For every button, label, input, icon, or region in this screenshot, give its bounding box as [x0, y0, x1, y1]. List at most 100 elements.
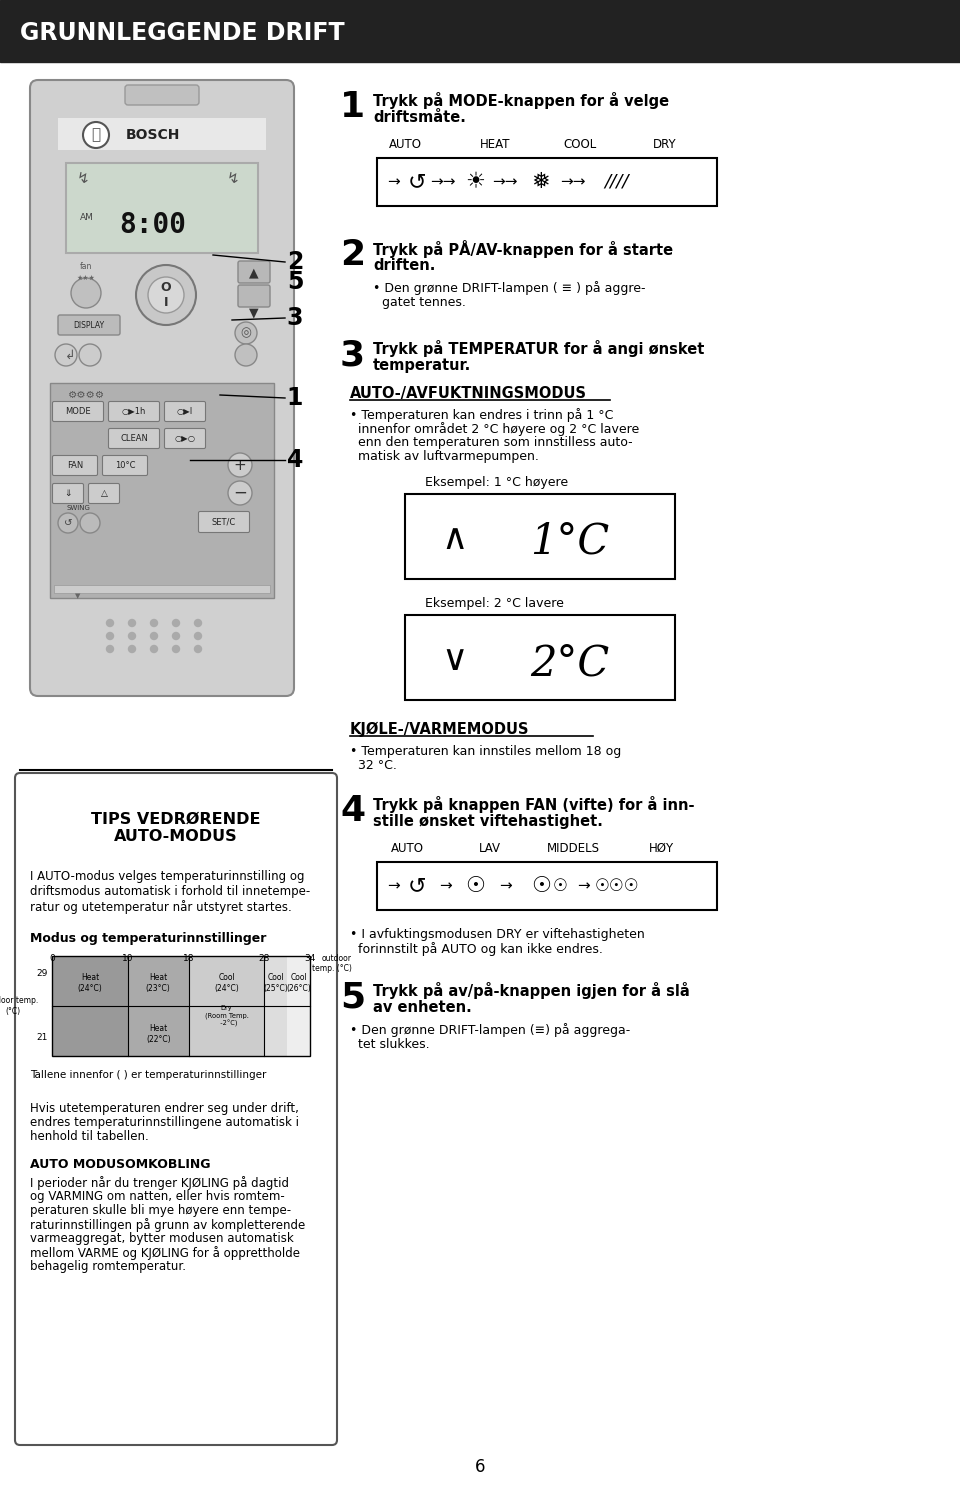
Text: AUTO: AUTO — [389, 138, 421, 152]
Text: stille ønsket viftehastighet.: stille ønsket viftehastighet. — [373, 813, 603, 828]
Text: SET/C: SET/C — [212, 517, 236, 526]
FancyBboxPatch shape — [30, 80, 294, 696]
Circle shape — [195, 632, 202, 639]
Text: ↺: ↺ — [408, 876, 426, 897]
Text: Tallene innenfor ( ) er temperaturinnstillinger: Tallene innenfor ( ) er temperaturinnsti… — [30, 1071, 266, 1080]
Text: →→: →→ — [492, 174, 517, 189]
Circle shape — [58, 513, 78, 532]
Text: 5: 5 — [340, 980, 365, 1014]
Text: 1: 1 — [287, 387, 303, 410]
Text: ▲: ▲ — [250, 266, 259, 280]
Text: CLEAN: CLEAN — [120, 434, 148, 443]
Text: • Temperaturen kan endres i trinn på 1 °C: • Temperaturen kan endres i trinn på 1 °… — [350, 407, 613, 422]
Text: Modus og temperaturinnstillinger: Modus og temperaturinnstillinger — [30, 932, 266, 946]
Text: ☀: ☀ — [465, 172, 485, 192]
Text: Trykk på PÅ/AV-knappen for å starte: Trykk på PÅ/AV-knappen for å starte — [373, 239, 673, 259]
Text: ☉☉☉: ☉☉☉ — [594, 877, 639, 895]
Text: forinnstilt på AUTO og kan ikke endres.: forinnstilt på AUTO og kan ikke endres. — [358, 941, 603, 956]
FancyBboxPatch shape — [53, 483, 84, 504]
Text: MIDDELS: MIDDELS — [546, 842, 599, 855]
Text: ↲: ↲ — [64, 348, 75, 361]
Text: ⒱: ⒱ — [91, 128, 101, 143]
Bar — [377, 158, 717, 207]
Bar — [58, 117, 266, 150]
Circle shape — [71, 278, 101, 308]
Text: endres temperaturinnstillingene automatisk i: endres temperaturinnstillingene automati… — [30, 1117, 299, 1129]
Text: 34: 34 — [304, 955, 316, 964]
FancyBboxPatch shape — [103, 455, 148, 476]
Text: ⚙⚙⚙⚙: ⚙⚙⚙⚙ — [68, 390, 105, 400]
Circle shape — [129, 645, 135, 653]
Circle shape — [107, 632, 113, 639]
Bar — [52, 956, 128, 1056]
Text: matisk av luftvarmepumpen.: matisk av luftvarmepumpen. — [358, 451, 539, 462]
Text: indoor temp.
(°C): indoor temp. (°C) — [0, 996, 38, 1016]
FancyBboxPatch shape — [238, 262, 270, 283]
Text: ☉: ☉ — [531, 876, 551, 897]
Text: −: − — [233, 483, 247, 503]
Text: 10: 10 — [122, 955, 133, 964]
Text: →: → — [387, 174, 399, 189]
Text: AUTO-/AVFUKTNINGSMODUS: AUTO-/AVFUKTNINGSMODUS — [350, 387, 587, 401]
Text: O
I: O I — [160, 281, 171, 309]
Text: HEAT: HEAT — [480, 138, 511, 152]
Circle shape — [129, 620, 135, 626]
Text: behagelig romtemperatur.: behagelig romtemperatur. — [30, 1259, 186, 1273]
Text: outdoor
temp. (°C): outdoor temp. (°C) — [312, 955, 352, 974]
FancyBboxPatch shape — [125, 85, 199, 106]
Circle shape — [228, 480, 252, 506]
Text: • Temperaturen kan innstiles mellom 18 og: • Temperaturen kan innstiles mellom 18 o… — [350, 745, 621, 758]
Text: 8:00: 8:00 — [119, 211, 186, 239]
FancyBboxPatch shape — [53, 401, 104, 421]
Bar — [52, 956, 310, 1056]
Text: Trykk på MODE-knappen for å velge: Trykk på MODE-knappen for å velge — [373, 92, 669, 109]
Text: AM: AM — [80, 214, 94, 223]
Text: Hvis utetemperaturen endrer seg under drift,: Hvis utetemperaturen endrer seg under dr… — [30, 1102, 299, 1115]
Text: ↺: ↺ — [408, 172, 426, 192]
Text: Eksempel: 1 °C høyere: Eksempel: 1 °C høyere — [425, 476, 568, 489]
Circle shape — [107, 620, 113, 626]
Text: COOL: COOL — [564, 138, 596, 152]
Text: ∨: ∨ — [442, 642, 468, 677]
Text: Trykk på knappen FAN (vifte) for å inn-: Trykk på knappen FAN (vifte) for å inn- — [373, 796, 694, 813]
Text: +: + — [233, 458, 247, 473]
Text: tet slukkes.: tet slukkes. — [358, 1038, 430, 1051]
Circle shape — [173, 620, 180, 626]
FancyBboxPatch shape — [108, 401, 159, 421]
Text: ☉: ☉ — [553, 877, 567, 895]
Text: 28: 28 — [259, 955, 270, 964]
FancyBboxPatch shape — [164, 401, 205, 421]
Text: →: → — [387, 879, 399, 894]
Text: innenfor området 2 °C høyere og 2 °C lavere: innenfor området 2 °C høyere og 2 °C lav… — [358, 422, 639, 436]
Text: ∧: ∧ — [442, 522, 468, 556]
Text: fan: fan — [80, 262, 92, 271]
Text: 2: 2 — [340, 238, 365, 272]
Bar — [66, 164, 258, 253]
Text: I AUTO-modus velges temperaturinnstilling og
driftsmodus automatisk i forhold ti: I AUTO-modus velges temperaturinnstillin… — [30, 870, 310, 915]
Text: enn den temperaturen som innstilless auto-: enn den temperaturen som innstilless aut… — [358, 436, 633, 449]
FancyBboxPatch shape — [199, 512, 250, 532]
Text: ☉: ☉ — [465, 876, 485, 897]
Text: FAN: FAN — [67, 461, 84, 470]
Text: 1: 1 — [340, 91, 365, 123]
Circle shape — [151, 632, 157, 639]
Text: Cool
(26°C): Cool (26°C) — [286, 974, 311, 993]
Text: SWING: SWING — [66, 506, 90, 512]
Text: ▼: ▼ — [250, 306, 259, 320]
Circle shape — [80, 513, 100, 532]
Bar — [188, 956, 264, 1056]
Text: temperatur.: temperatur. — [373, 358, 471, 373]
Text: 1°C: 1°C — [530, 520, 610, 564]
Circle shape — [148, 277, 184, 312]
Text: 3: 3 — [340, 338, 365, 372]
Bar — [405, 616, 675, 700]
Text: DRY: DRY — [653, 138, 677, 152]
FancyBboxPatch shape — [40, 577, 284, 684]
Text: • I avfuktingsmodusen DRY er viftehastigheten: • I avfuktingsmodusen DRY er viftehastig… — [350, 928, 645, 941]
Text: BOSCH: BOSCH — [126, 128, 180, 141]
FancyBboxPatch shape — [238, 286, 270, 306]
Text: ⇓: ⇓ — [64, 489, 72, 498]
Text: • Den grønne DRIFT-lampen (≡) på aggrega-: • Den grønne DRIFT-lampen (≡) på aggrega… — [350, 1023, 631, 1036]
Bar — [405, 494, 675, 578]
Text: 6: 6 — [475, 1457, 485, 1477]
